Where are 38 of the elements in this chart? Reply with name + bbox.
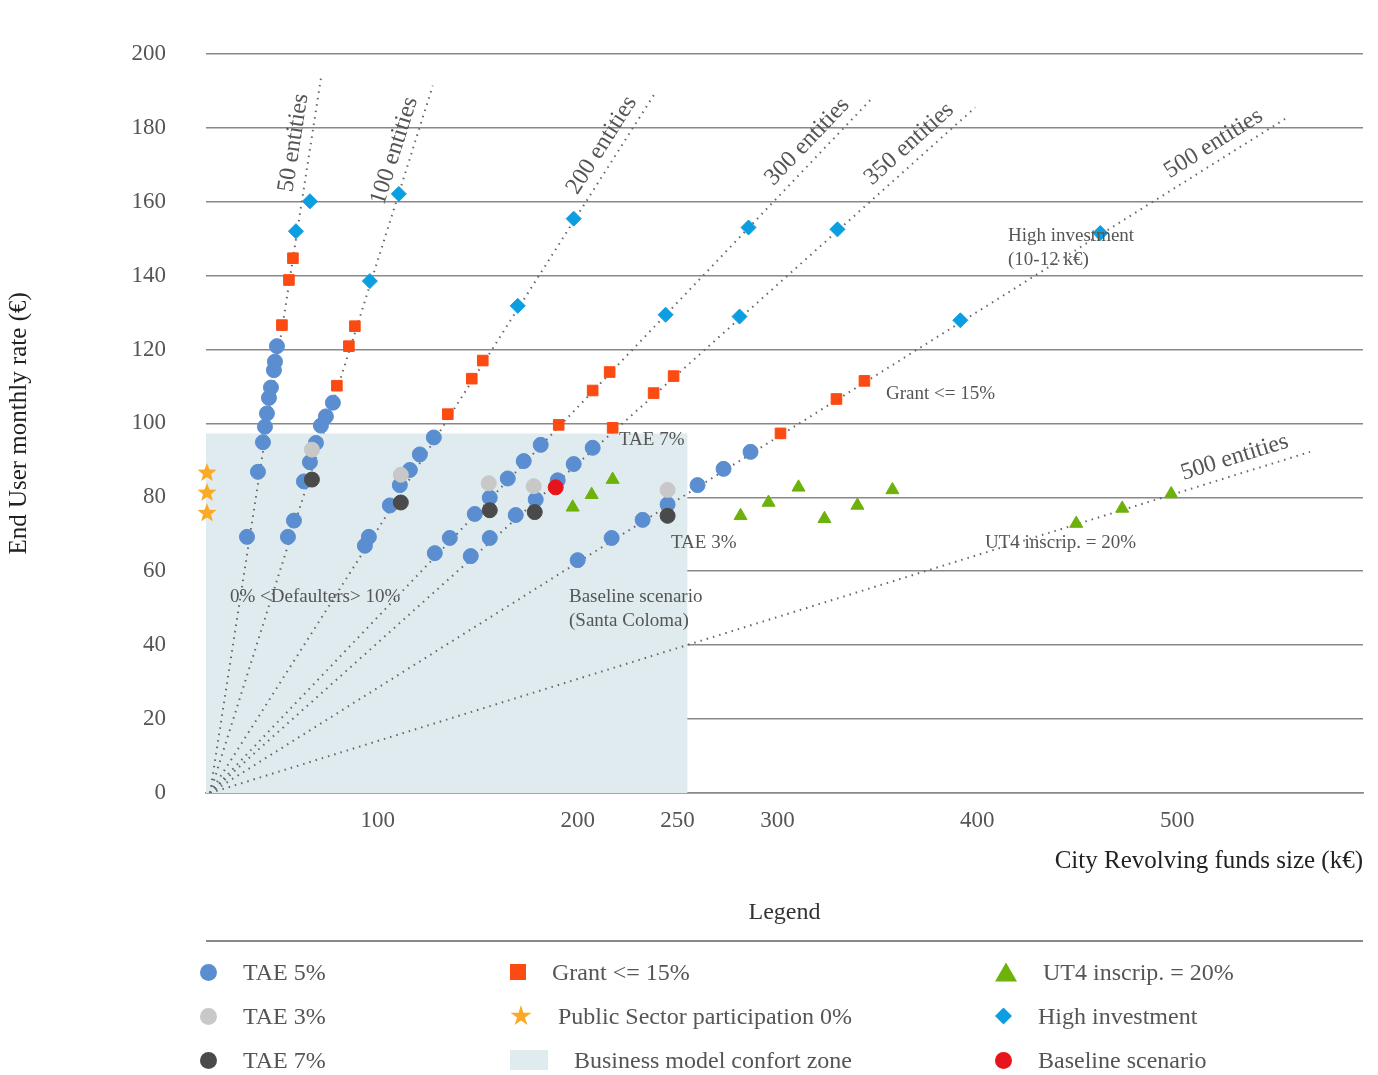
- legend-label: Baseline scenario: [1038, 1046, 1207, 1074]
- y-tick-label: 200: [131, 39, 166, 65]
- annotation: TAE 7%: [619, 427, 685, 449]
- legend-label: TAE 5%: [243, 958, 326, 986]
- x-tick-label: 500: [1159, 806, 1195, 832]
- annotation: TAE 3%: [671, 530, 737, 552]
- legend-label: TAE 3%: [243, 1002, 326, 1030]
- x-tick-label: 200: [560, 806, 595, 832]
- annotation: Baseline scenario (Santa Coloma): [569, 584, 703, 631]
- x-tick-label: 300: [760, 806, 795, 832]
- legend-label: TAE 7%: [243, 1046, 326, 1074]
- x-axis-title: City Revolving funds size (k€): [1054, 845, 1363, 874]
- y-tick-label: 80: [143, 483, 166, 509]
- y-tick-label: 180: [131, 113, 166, 139]
- annotation: 50 entities: [271, 91, 313, 194]
- annotation: 0% <Defaulters> 10%: [230, 584, 401, 606]
- y-tick-label: 40: [143, 631, 166, 657]
- legend-label: Grant <= 15%: [552, 958, 690, 986]
- y-tick-label: 0: [154, 779, 166, 805]
- legend-label: UT4 inscrip. = 20%: [1043, 958, 1234, 986]
- y-axis-title: End User monthly rate (€): [3, 292, 32, 555]
- legend-title: Legend: [747, 898, 822, 925]
- y-tick-label: 100: [131, 409, 166, 435]
- legend-label: Business model confort zone: [574, 1046, 852, 1074]
- x-tick-label: 400: [960, 806, 995, 832]
- y-tick-label: 160: [131, 187, 166, 213]
- annotation: 500 entities: [1177, 426, 1292, 485]
- y-tick-label: 120: [131, 335, 166, 361]
- annotation: UT4 inscrip. = 20%: [985, 530, 1137, 552]
- x-tick-label: 250: [660, 806, 695, 832]
- annotation: 100 entities: [363, 93, 422, 208]
- y-tick-label: 140: [131, 261, 166, 287]
- y-tick-label: 20: [143, 705, 166, 731]
- legend-label: Public Sector participation 0%: [558, 1002, 852, 1030]
- annotation: Grant <= 15%: [886, 381, 996, 403]
- legend-label: High investment: [1038, 1002, 1198, 1030]
- y-tick-label: 60: [143, 557, 166, 583]
- x-tick-label: 100: [360, 806, 396, 832]
